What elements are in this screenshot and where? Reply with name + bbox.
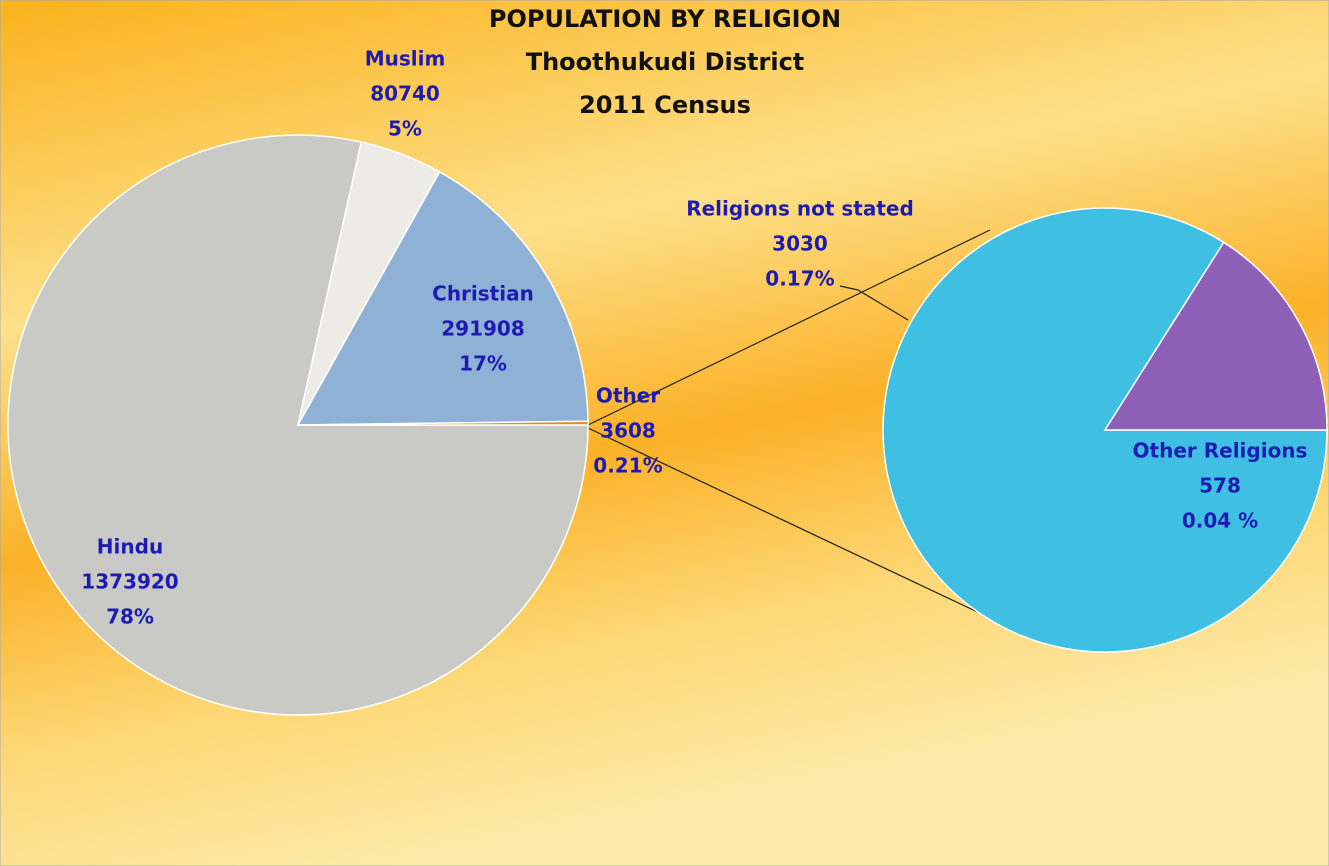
- slice-label: Hindu: [97, 535, 163, 559]
- slice-label: Other Religions: [1133, 439, 1308, 463]
- slice-label: Religions not stated: [686, 197, 914, 221]
- slice-value: 3030: [772, 232, 828, 256]
- slice-label: Christian: [432, 282, 534, 306]
- slice-value: 578: [1199, 474, 1241, 498]
- slice-percent: 0.21%: [593, 454, 662, 478]
- page: POPULATION BY RELIGION Thoothukudi Distr…: [0, 0, 1329, 866]
- slice-percent: 78%: [106, 605, 154, 629]
- chart-title: POPULATION BY RELIGION: [489, 5, 841, 33]
- slice-label: Muslim: [365, 47, 446, 71]
- slice-percent: 0.04 %: [1182, 509, 1258, 533]
- slice-percent: 17%: [459, 352, 507, 376]
- slice-value: 80740: [370, 82, 440, 106]
- slice-value: 291908: [441, 317, 525, 341]
- slice-percent: 0.17%: [765, 267, 834, 291]
- slice-value: 3608: [600, 419, 656, 443]
- slice-value: 1373920: [81, 570, 178, 594]
- chart: POPULATION BY RELIGION Thoothukudi Distr…: [0, 0, 1329, 866]
- slice-percent: 5%: [388, 117, 422, 141]
- chart-subtitle: Thoothukudi District: [526, 48, 805, 76]
- chart-subtitle: 2011 Census: [579, 91, 751, 119]
- slice-label: Other: [596, 384, 660, 408]
